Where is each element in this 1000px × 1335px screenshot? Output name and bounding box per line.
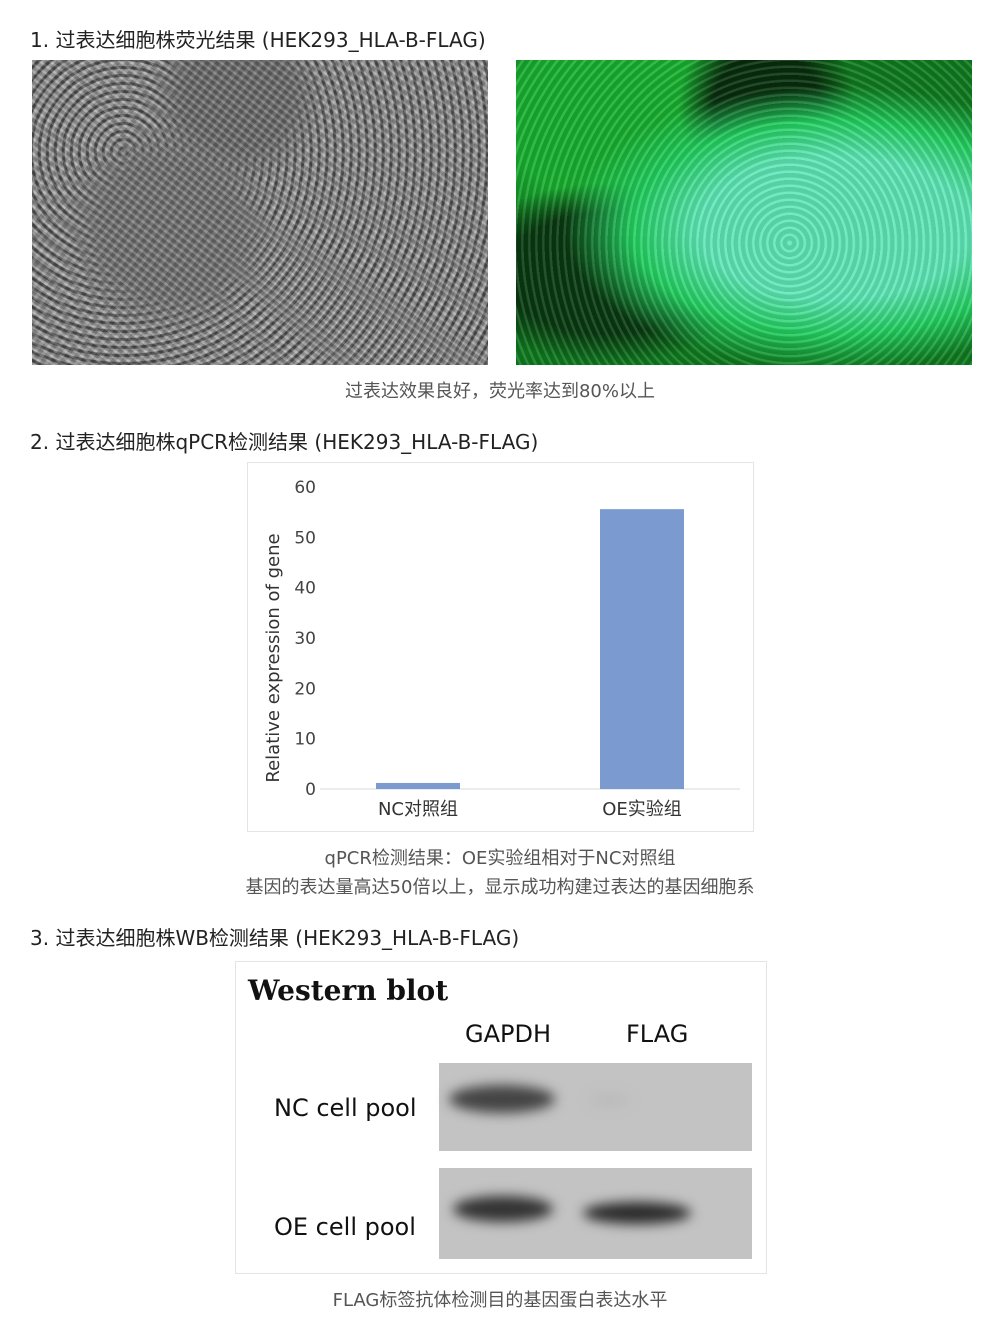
qpcr-chart: 0 10 20 30 40 50 60 Relative expression of gene… — [247, 462, 754, 832]
blot-panel-oe — [439, 1168, 752, 1259]
fluorescence-image — [516, 60, 972, 365]
band-nc-flag — [589, 1093, 629, 1107]
y-tick-label: 30 — [294, 629, 316, 649]
brightfield-image — [32, 60, 488, 365]
y-tick-label: 40 — [294, 579, 316, 599]
wb-column-flag: FLAG — [626, 1020, 689, 1048]
section2-caption-line2: 基因的表达量高达50倍以上，显示成功构建过表达的基因细胞系 — [245, 877, 755, 898]
blot-panel-nc — [439, 1063, 752, 1151]
bar-0 — [376, 782, 460, 789]
qpcr-chart-svg: 0 10 20 30 40 50 60 Relative expression of gene… — [263, 478, 740, 820]
y-tick-label: 60 — [294, 478, 316, 498]
band-oe-flag — [583, 1202, 691, 1224]
section1-caption: 过表达效果良好，荧光率达到80%以上 — [344, 381, 655, 402]
section3-title: 3. 过表达细胞株WB检测结果 (HEK293_HLA-B-FLAG) — [30, 926, 520, 950]
section1-title: 1. 过表达细胞株荧光结果 (HEK293_HLA-B-FLAG) — [30, 28, 486, 52]
western-blot-figure: Western blot GAPDH FLAG NC cell pool OE … — [235, 961, 767, 1274]
x-tick-label: NC对照组 — [378, 799, 458, 820]
section2-title: 2. 过表达细胞株qPCR检测结果 (HEK293_HLA-B-FLAG) — [30, 430, 539, 454]
wb-column-gapdh: GAPDH — [465, 1020, 552, 1048]
y-tick-label: 50 — [294, 528, 316, 548]
wb-row-nc: NC cell pool — [274, 1094, 417, 1122]
wb-row-oe: OE cell pool — [274, 1213, 416, 1241]
bar-1 — [600, 509, 684, 789]
section3-caption: FLAG标签抗体检测目的基因蛋白表达水平 — [332, 1290, 668, 1311]
band-nc-gapdh — [449, 1085, 555, 1113]
y-axis-label: Relative expression of gene — [263, 533, 284, 782]
y-tick-label: 20 — [294, 679, 316, 699]
section2-caption-line1: qPCR检测结果：OE实验组相对于NC对照组 — [324, 848, 676, 869]
x-tick-label: OE实验组 — [602, 799, 682, 820]
y-tick-label: 0 — [305, 780, 316, 800]
y-tick-label: 10 — [294, 730, 316, 750]
band-oe-gapdh — [453, 1196, 553, 1222]
wb-title: Western blot — [248, 974, 449, 1007]
